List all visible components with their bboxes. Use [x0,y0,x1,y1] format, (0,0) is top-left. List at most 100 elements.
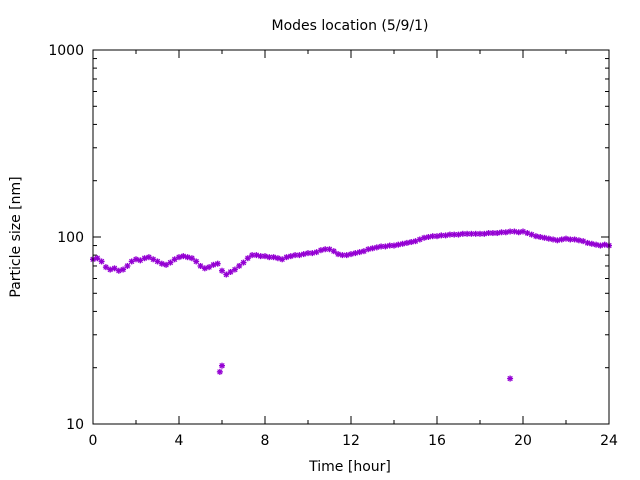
data-point [399,240,406,247]
data-point [216,368,223,375]
data-point [434,233,440,240]
data-point [554,237,561,244]
data-point [283,254,290,261]
chart-title: Modes location (5/9/1) [272,18,429,34]
x-tick-label: 16 [428,433,446,449]
data-point [550,236,557,243]
data-point [124,262,131,269]
data-point [425,234,432,240]
data-point [494,230,501,237]
x-axis-label: Time [hour] [308,459,391,475]
data-point [335,251,342,258]
data-point [507,375,514,382]
y-tick-label: 100 [57,230,84,246]
data-point [107,266,114,273]
data-point [575,237,582,244]
data-point [244,255,251,262]
data-point [515,229,522,236]
data-point [236,262,243,269]
data-point [154,258,161,265]
data-point [262,253,268,260]
data-point [330,248,337,255]
data-point [167,259,174,266]
data-point [382,243,389,250]
data-point [593,241,600,248]
data-point [180,253,187,260]
data-point [219,362,225,369]
data-point [601,241,608,248]
data-point [481,230,488,237]
data-point [219,267,225,274]
data-point [502,229,509,236]
data-point [343,252,350,259]
data-point [408,239,415,246]
data-point [98,258,105,265]
data-point [227,268,234,275]
data-point [373,244,380,251]
data-point [231,266,238,273]
data-point [558,236,565,243]
data-point [421,234,428,241]
data-point [176,254,182,261]
data-point [206,264,213,271]
plot-frame [92,49,610,425]
data-point [403,239,410,246]
data-point [309,250,316,257]
data-points [90,228,612,382]
x-tick-label: 12 [342,433,360,449]
data-point [588,240,595,247]
data-point [102,264,109,271]
y-tick-label: 10 [66,417,84,433]
data-point [115,267,122,274]
x-tick-label: 20 [514,433,532,449]
x-tick-label: 24 [600,433,618,449]
axis-ticks: 0 4 8 12 16 20 24 10 100 1000 [48,43,618,449]
data-point [317,247,324,254]
data-point [395,241,402,248]
data-point [541,234,548,241]
data-point [210,261,217,268]
data-point [563,235,569,242]
data-point [193,258,200,265]
data-point [201,265,208,272]
data-point [197,262,204,269]
x-tick-label: 0 [89,433,98,449]
data-point [348,251,354,258]
data-point [253,252,260,259]
data-point [545,235,552,242]
data-point [274,255,281,262]
data-point [120,266,127,273]
data-point [365,246,372,253]
data-point [240,259,247,266]
data-point [223,271,230,278]
data-point [188,255,195,262]
data-point [584,239,591,246]
data-point [270,254,277,261]
data-point [391,242,397,249]
y-tick-label: 1000 [48,43,84,59]
data-point [214,260,221,267]
data-point [296,252,303,259]
data-point [94,255,101,262]
data-point [597,242,604,249]
data-point [111,265,118,272]
data-point [386,242,393,249]
data-point [287,253,294,260]
data-point [472,230,479,237]
y-axis-label: Particle size [nm] [8,176,24,297]
data-point [511,228,518,235]
data-point [442,232,449,239]
data-point [133,256,139,263]
data-point [451,231,458,238]
data-point [184,254,191,261]
x-tick-label: 4 [175,433,184,449]
data-point [537,234,544,240]
data-point [571,236,578,243]
data-point [163,261,170,268]
data-point [249,252,256,259]
data-point [369,245,376,252]
data-point [360,248,367,255]
data-point [532,233,539,240]
data-point [352,250,359,257]
